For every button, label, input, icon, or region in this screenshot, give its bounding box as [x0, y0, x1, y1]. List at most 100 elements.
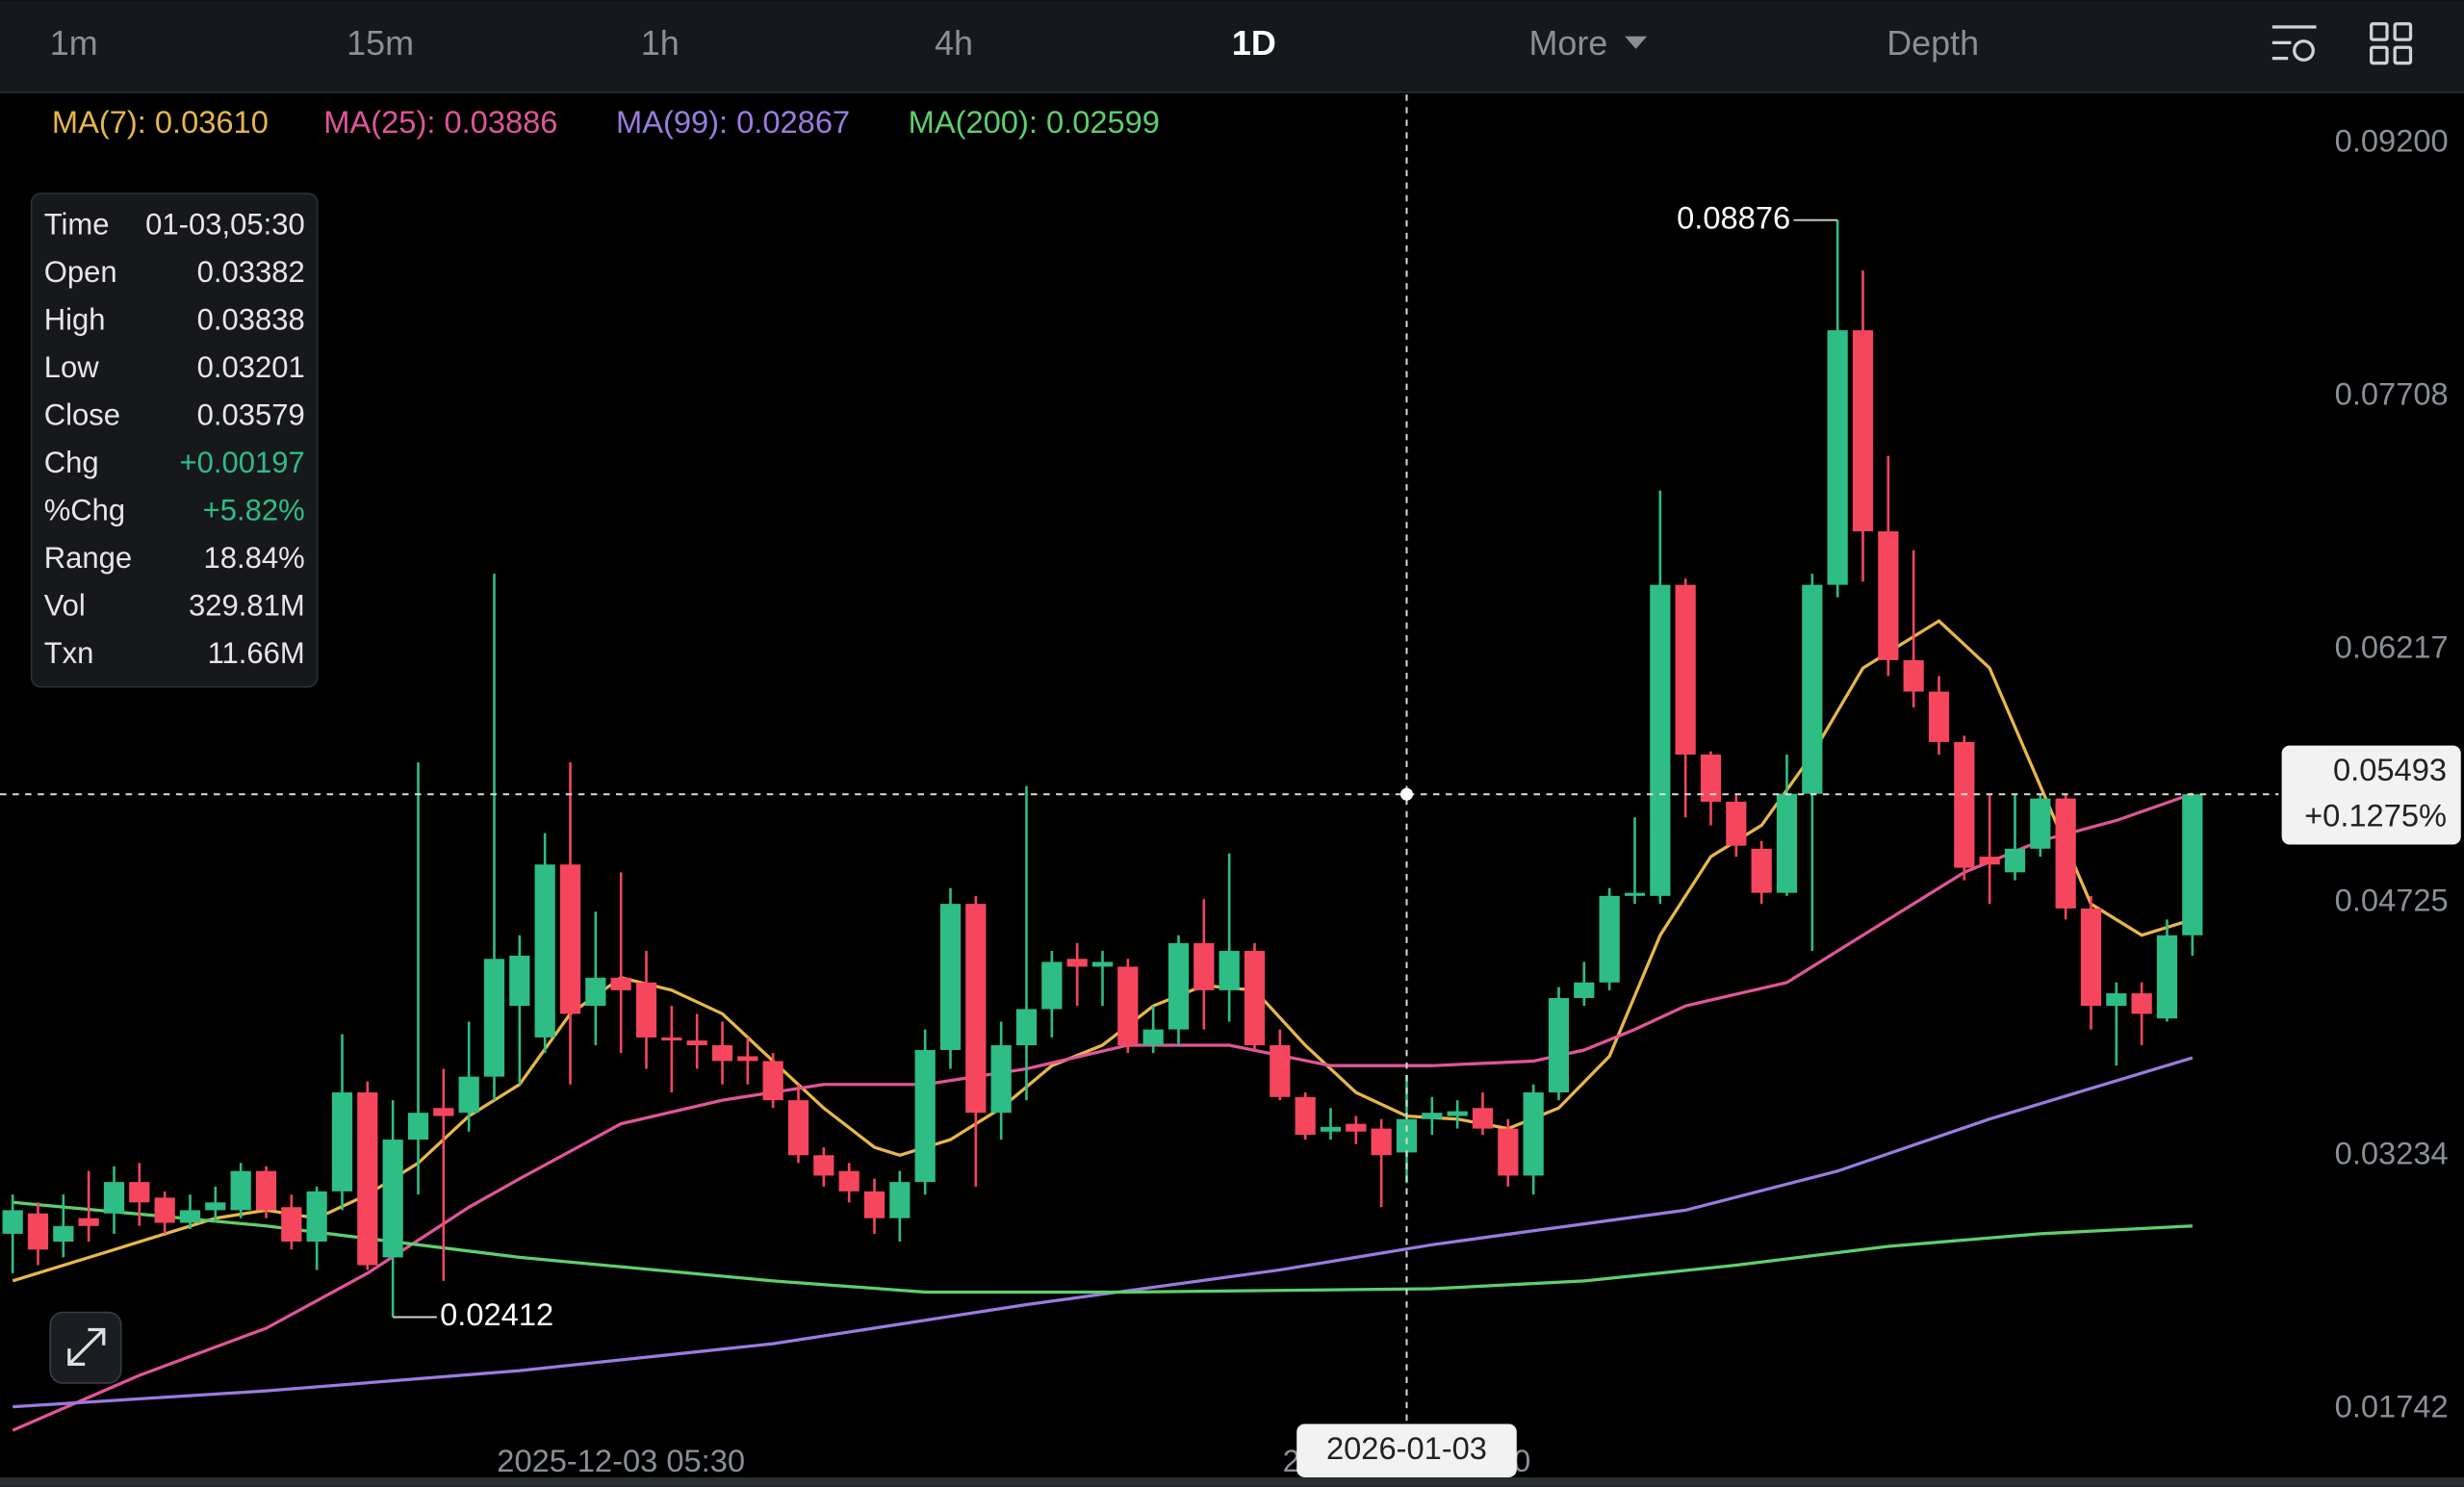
- timeframe-tab[interactable]: 1m: [50, 23, 98, 63]
- candle-body: [2182, 794, 2203, 936]
- candle-body: [1295, 1096, 1316, 1136]
- ma-line: [13, 1200, 2193, 1295]
- candle-body: [1954, 741, 1975, 868]
- candle-body: [1548, 997, 1570, 1093]
- settings-icon[interactable]: [2272, 25, 2317, 62]
- candle-body: [1776, 793, 1798, 893]
- candle-body: [1422, 1113, 1443, 1119]
- candle-body: [1650, 584, 1671, 896]
- candle-body: [2030, 798, 2051, 849]
- candle-body: [889, 1182, 911, 1218]
- timeframe-tab[interactable]: 1h: [641, 23, 680, 63]
- candle-body: [230, 1170, 251, 1211]
- timeframe-tab[interactable]: More: [1528, 23, 1607, 63]
- timeframe-tab[interactable]: 4h: [935, 23, 973, 63]
- candle-body: [2156, 935, 2178, 1019]
- y-tick-label: 0.03234: [2335, 1135, 2449, 1170]
- candle-body: [965, 904, 987, 1114]
- candle-body: [2131, 993, 2152, 1014]
- candle-body: [2080, 908, 2102, 1007]
- crosshair-change: +0.1275%: [2304, 797, 2447, 833]
- x-tick-label: 2025-12-03 05:30: [497, 1443, 745, 1478]
- candle-body: [737, 1056, 758, 1062]
- candle-body: [1726, 801, 1747, 846]
- candle-body: [1599, 895, 1620, 983]
- layout-icon[interactable]: [2370, 22, 2413, 65]
- legend-entry: MA(200): 0.02599: [909, 104, 1160, 140]
- crosshair-dot: [1399, 787, 1414, 801]
- crosshair-date: 2026-01-03: [1326, 1430, 1487, 1466]
- candle-body: [990, 1045, 1012, 1114]
- candle-body: [1194, 942, 1215, 990]
- info-panel: [30, 192, 319, 688]
- timeframe-tab[interactable]: 1D: [1232, 23, 1276, 63]
- candle-body: [1903, 659, 1924, 692]
- candle-body: [1219, 950, 1240, 990]
- candle-body: [2106, 993, 2127, 1007]
- candle-body: [483, 959, 505, 1077]
- info-label: Open: [44, 255, 117, 289]
- candle-body: [331, 1092, 353, 1192]
- expand-button[interactable]: [49, 1311, 122, 1384]
- legend-entry: MA(99): 0.02867: [616, 104, 850, 140]
- candle-body: [357, 1092, 378, 1266]
- candle-body: [306, 1191, 327, 1243]
- info-value: 0.03382: [197, 255, 305, 289]
- candle-body: [762, 1061, 783, 1101]
- candle-body: [711, 1045, 733, 1062]
- candle-body: [1270, 1045, 1291, 1097]
- date-label-box: [1296, 1423, 1517, 1477]
- candle-body: [1371, 1128, 1392, 1156]
- y-tick-label: 0.06217: [2335, 628, 2449, 664]
- candle-body: [1168, 942, 1190, 1030]
- candle-body: [281, 1207, 302, 1243]
- timeframe-bar: [0, 0, 2464, 91]
- candle-body: [838, 1170, 860, 1192]
- candle-body: [382, 1140, 403, 1258]
- extreme-label: 0.08876: [1677, 199, 1790, 235]
- candle-body: [179, 1210, 201, 1223]
- dropdown-caret: [1625, 36, 1648, 49]
- candle-body: [1852, 330, 1874, 532]
- info-value: 0.03579: [197, 397, 305, 431]
- info-value: 329.81M: [189, 588, 305, 622]
- candle-body: [1066, 959, 1088, 967]
- candle-body: [559, 864, 581, 1014]
- price-label-box: [2281, 745, 2461, 845]
- candle-body: [1396, 1118, 1418, 1153]
- candle-body: [1827, 330, 1848, 585]
- candle-body: [1574, 982, 1595, 998]
- candle-body: [1472, 1108, 1494, 1129]
- candle-body: [1117, 966, 1139, 1046]
- info-value: 18.84%: [204, 541, 305, 575]
- timeframe-tab[interactable]: Depth: [1886, 23, 1979, 63]
- info-label: High: [44, 302, 106, 336]
- legend-entry: MA(7): 0.03610: [52, 104, 269, 140]
- info-value: 0.03201: [197, 350, 305, 384]
- candle-body: [509, 955, 530, 1007]
- candle-body: [787, 1100, 809, 1156]
- candle-body: [914, 1049, 936, 1183]
- candle-body: [103, 1182, 125, 1214]
- ma-line: [13, 1056, 2194, 1409]
- timeframe-tab[interactable]: 15m: [346, 23, 414, 63]
- candle-body: [813, 1155, 834, 1176]
- candle-body: [1523, 1092, 1544, 1176]
- candle-body: [863, 1191, 886, 1218]
- candle-body: [1802, 584, 1823, 794]
- candle-body: [1624, 892, 1646, 896]
- candle-body: [407, 1113, 429, 1141]
- info-label: Vol: [44, 588, 86, 622]
- candle-body: [1878, 531, 1899, 660]
- candle-body: [1346, 1123, 1367, 1132]
- candle-body: [1041, 961, 1063, 1010]
- y-tick-label: 0.07708: [2335, 375, 2449, 411]
- candle-body: [939, 904, 962, 1050]
- candle-body: [2055, 798, 2076, 909]
- candle-body: [1447, 1111, 1468, 1116]
- y-tick-label: 0.09200: [2335, 122, 2449, 158]
- candle-body: [661, 1037, 682, 1041]
